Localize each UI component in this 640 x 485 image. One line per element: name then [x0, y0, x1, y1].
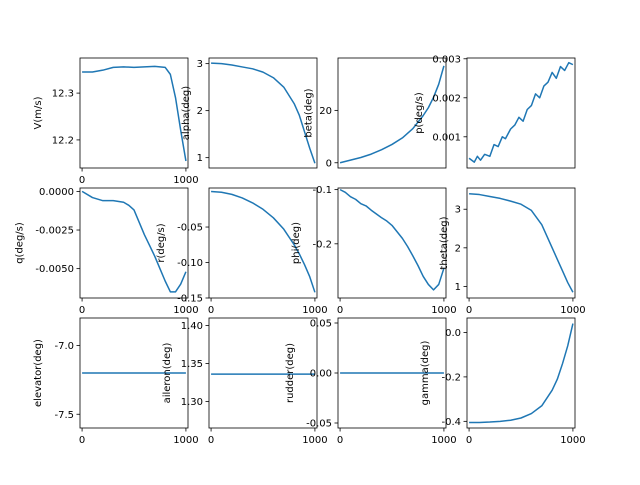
x-tick-label: 1000 — [173, 435, 198, 446]
subplot-rudderdeg: 0 1000 0.05 0.00 -0.05 rudder(deg) — [285, 317, 457, 446]
y-tick-label: 12.2 — [52, 135, 74, 146]
axes-frame — [208, 317, 318, 429]
y-tick-label: 0.0000 — [39, 187, 74, 198]
y-tick-label: 1.40 — [181, 321, 203, 332]
x-tick-label: 0 — [337, 305, 343, 316]
y-tick-label: -0.4 — [441, 417, 461, 428]
y-axis-label: p(deg/s) — [414, 92, 425, 134]
y-tick-label: 0.001 — [432, 132, 461, 143]
y-tick-label: 0.0 — [445, 328, 461, 339]
y-axis-label: rudder(deg) — [285, 343, 296, 403]
y-axis-label: elevator(deg) — [33, 339, 44, 407]
y-tick-label: 3 — [197, 59, 203, 70]
y-tick-label: -0.15 — [177, 294, 203, 305]
subplot-ailerondeg: 0 1000 1.30 1.35 1.40 aileron(deg) — [162, 317, 328, 446]
y-tick-label: -0.2 — [312, 239, 332, 250]
y-tick-label: 12.3 — [52, 89, 74, 100]
y-axis-label: r(deg/s) — [156, 223, 167, 262]
x-tick-label: 0 — [466, 435, 472, 446]
y-tick-label: -0.10 — [177, 258, 203, 269]
series-line — [468, 61, 574, 163]
y-tick-label: 0.003 — [432, 54, 461, 65]
y-tick-label: 2 — [455, 243, 461, 254]
y-axis-label: gamma(deg) — [420, 341, 431, 406]
y-tick-label: 3 — [455, 205, 461, 216]
x-tick-label: 1000 — [173, 175, 198, 186]
y-axis-label: theta(deg) — [439, 216, 450, 269]
axes-frame — [466, 57, 576, 169]
y-tick-label: 2 — [197, 106, 203, 117]
y-tick-label: 20 — [319, 106, 332, 117]
y-tick-label: -0.0025 — [35, 226, 74, 237]
x-tick-label: 0 — [79, 435, 85, 446]
series-line — [82, 65, 187, 162]
y-tick-label: -0.2 — [441, 372, 461, 383]
y-tick-label: -7.0 — [54, 341, 74, 352]
subplot-thetadeg: 0 1000 1 2 3 theta(deg) — [439, 187, 586, 316]
y-tick-label: 0.05 — [310, 319, 332, 330]
subplot-alphadeg: 1 2 3 alpha(deg) — [181, 57, 318, 169]
y-tick-label: 1 — [455, 282, 461, 293]
series-line — [211, 190, 316, 293]
subplot-elevatordeg: 0 1000 -7.0 -7.5 elevator(deg) — [33, 317, 199, 446]
y-axis-label: beta(deg) — [304, 88, 315, 137]
axes-frame — [466, 187, 576, 299]
y-tick-label: 0.00 — [310, 369, 332, 380]
subplot-pdegs: 0.001 0.002 0.003 p(deg/s) — [414, 54, 576, 169]
subplot-gammadeg: 0 1000 0.0 -0.2 -0.4 gamma(deg) — [420, 317, 586, 446]
subplot-phideg: 0 1000 -0.1 -0.2 phi(deg) — [291, 185, 456, 316]
y-tick-label: 1 — [197, 153, 203, 164]
axes-frame — [208, 57, 318, 169]
axes-frame — [79, 187, 189, 299]
axes-frame — [337, 187, 447, 299]
y-axis-label: q(deg/s) — [15, 222, 26, 264]
y-tick-label: 0 — [326, 158, 332, 169]
y-axis-label: V(m/s) — [33, 96, 44, 129]
y-tick-label: -0.1 — [312, 185, 332, 196]
y-axis-label: alpha(deg) — [181, 86, 192, 140]
y-tick-label: -7.5 — [54, 410, 74, 421]
axes-frame — [208, 187, 318, 299]
x-tick-label: 1000 — [302, 305, 327, 316]
x-tick-label: 0 — [79, 305, 85, 316]
series-line — [469, 323, 574, 424]
subplot-rdegs: 0 1000 -0.05 -0.10 -0.15 r(deg/s) — [156, 187, 328, 316]
series-line — [339, 65, 445, 164]
y-tick-label: 1.35 — [181, 359, 203, 370]
x-tick-label: 1000 — [173, 305, 198, 316]
series-line — [339, 188, 445, 291]
axes-frame — [466, 317, 576, 429]
axes-frame — [79, 57, 189, 169]
x-tick-label: 1000 — [560, 305, 585, 316]
y-axis-label: aileron(deg) — [162, 342, 173, 403]
x-tick-label: 0 — [337, 435, 343, 446]
series-line — [469, 193, 574, 293]
series-line — [211, 62, 316, 164]
x-tick-label: 0 — [466, 305, 472, 316]
y-tick-label: 1.30 — [181, 397, 203, 408]
y-tick-label: -0.05 — [306, 419, 332, 430]
x-tick-label: 1000 — [302, 435, 327, 446]
x-tick-label: 1000 — [560, 435, 585, 446]
y-tick-label: -0.0050 — [35, 264, 74, 275]
subplot-vms: 0 1000 12.2 12.3 V(m/s) — [33, 57, 199, 186]
x-tick-label: 0 — [208, 435, 214, 446]
x-tick-label: 0 — [208, 305, 214, 316]
x-tick-label: 1000 — [431, 305, 456, 316]
subplot-qdegs: 0 1000 0.0000 -0.0025 -0.0050 q(deg/s) — [15, 187, 199, 316]
axes-frame — [79, 317, 189, 429]
x-tick-label: 1000 — [431, 435, 456, 446]
y-axis-label: phi(deg) — [291, 222, 302, 264]
series-line — [81, 190, 187, 293]
subplot-betadeg: 0 20 beta(deg) — [304, 57, 447, 169]
y-tick-label: -0.05 — [177, 223, 203, 234]
axes-frame — [337, 57, 447, 169]
y-tick-label: 0.002 — [432, 93, 461, 104]
x-tick-label: 0 — [79, 175, 85, 186]
